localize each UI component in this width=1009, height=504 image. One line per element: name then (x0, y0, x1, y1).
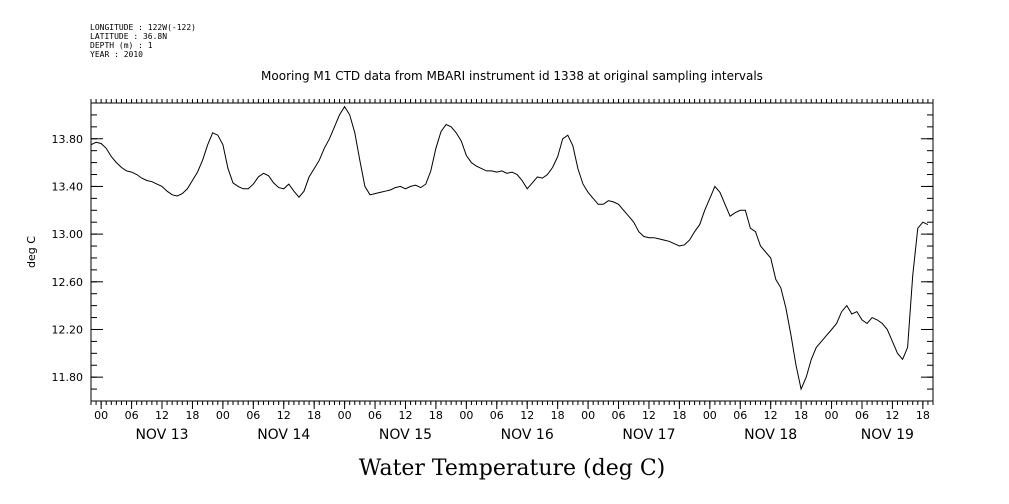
x-tick-label: 12 (277, 409, 291, 422)
day-label: NOV 16 (501, 427, 554, 443)
day-label: NOV 18 (744, 427, 797, 443)
series-line-water-temperature (90, 105, 929, 391)
metadata-block: LONGITUDE : 122W(-122) LATITUDE : 36.8N … (90, 23, 196, 59)
x-tick-label: 06 (733, 409, 747, 422)
y-axis-label: deg C (25, 236, 38, 268)
x-tick-label: 00 (338, 409, 352, 422)
x-tick-label: 12 (398, 409, 412, 422)
y-tick-label: 13.00 (52, 228, 84, 241)
x-tick-label: 00 (825, 409, 839, 422)
x-tick-label: 00 (459, 409, 473, 422)
x-tick-label: 12 (520, 409, 534, 422)
y-tick-label: 11.80 (52, 371, 84, 384)
y-tick-label: 13.80 (52, 133, 84, 146)
x-tick-label: 12 (764, 409, 778, 422)
x-tick-label: 06 (368, 409, 382, 422)
x-tick-label: 12 (155, 409, 169, 422)
x-tick-label: 00 (94, 409, 108, 422)
day-label: NOV 17 (622, 427, 675, 443)
day-label: NOV 14 (257, 427, 310, 443)
depth-label: DEPTH (m) : 1 (90, 41, 153, 50)
x-tick-label: 18 (794, 409, 808, 422)
day-label: NOV 15 (379, 427, 432, 443)
y-tick-label: 13.40 (52, 180, 84, 193)
y-axis: 11.80 12.20 12.60 13.00 13.40 13.80 (52, 102, 933, 402)
day-labels: NOV 13 NOV 14 NOV 15 NOV 16 NOV 17 NOV 18 NOV … (135, 427, 913, 443)
x-tick-label: 12 (642, 409, 656, 422)
longitude-label: LONGITUDE : 122W(-122) (90, 23, 196, 32)
x-tick-label: 18 (307, 409, 321, 422)
bottom-title: Water Temperature (deg C) (359, 456, 666, 481)
day-label: NOV 19 (861, 427, 914, 443)
x-tick-label: 18 (551, 409, 565, 422)
x-tick-label: 18 (672, 409, 686, 422)
x-tick-label: 06 (612, 409, 626, 422)
x-tick-label: 00 (703, 409, 717, 422)
minor-ticks (90, 99, 934, 405)
x-tick-label: 00 (216, 409, 230, 422)
x-tick-label: 18 (916, 409, 930, 422)
x-axis: 00 06 12 18 00 06 12 18 00 06 12 18 00 06 12 18 00 06 12 18… (94, 401, 930, 422)
x-tick-label: 06 (855, 409, 869, 422)
y-tick-label: 12.20 (52, 323, 84, 336)
x-tick-label: 18 (429, 409, 443, 422)
chart-title: Mooring M1 CTD data from MBARI instrumen… (261, 69, 763, 83)
plot-frame (90, 102, 934, 402)
x-tick-label: 12 (885, 409, 899, 422)
latitude-label: LATITUDE : 36.8N (90, 32, 167, 41)
day-label: NOV 13 (135, 427, 188, 443)
x-tick-label: 18 (185, 409, 199, 422)
x-tick-label: 06 (490, 409, 504, 422)
x-tick-label: 06 (125, 409, 139, 422)
x-tick-label: 06 (246, 409, 260, 422)
y-tick-label: 12.60 (52, 276, 84, 289)
x-tick-label: 00 (581, 409, 595, 422)
year-label: YEAR : 2010 (90, 50, 143, 59)
